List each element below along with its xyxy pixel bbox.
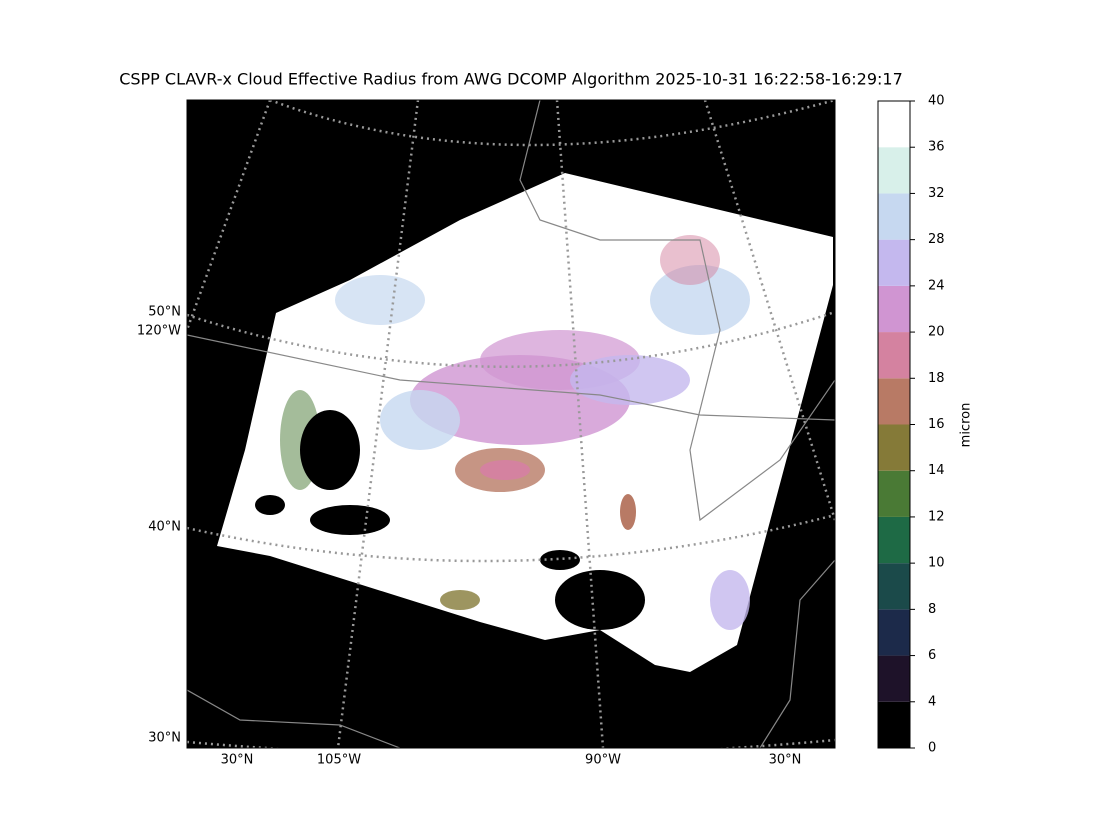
map-label: 40°N xyxy=(148,520,181,535)
colorbar-tick-label: 8 xyxy=(928,602,936,617)
title: CSPP CLAVR-x Cloud Effective Radius from… xyxy=(119,70,903,89)
colorbar-tick-label: 20 xyxy=(928,325,945,340)
map-label: 105°W xyxy=(317,753,361,768)
map xyxy=(187,100,835,748)
graticule xyxy=(187,100,835,748)
colorbar-segment xyxy=(878,424,910,471)
colorbar-segment xyxy=(878,285,910,333)
colorbar-segment xyxy=(878,655,910,702)
colorbar-segment xyxy=(878,563,910,610)
colorbar-tick-label: 36 xyxy=(928,140,945,155)
colorbar-segment xyxy=(878,378,910,425)
colorbar-segment xyxy=(878,470,910,517)
map-label: 90°W xyxy=(585,753,621,768)
coastlines xyxy=(187,100,835,748)
colorbar-tick-label: 10 xyxy=(928,556,945,571)
colorbar-tick-label: 32 xyxy=(928,186,945,201)
colorbar-tick-label: 16 xyxy=(928,417,945,432)
colorbar-tick-label: 12 xyxy=(928,509,945,524)
colorbar-segment xyxy=(878,332,910,379)
colorbar-segment xyxy=(878,701,910,748)
clear-sky xyxy=(255,410,645,630)
colorbar-label: micron xyxy=(959,403,974,448)
map-label: 30°N xyxy=(221,753,254,768)
colorbar-tick-label: 24 xyxy=(928,278,945,293)
colorbar-segment xyxy=(878,239,910,286)
colorbar: 0 4 6 8 10 12 14 16 18 20 24 28 32 36 40 xyxy=(877,94,945,756)
colorbar-segment xyxy=(878,147,910,194)
colorbar-segment xyxy=(878,101,910,148)
map-label: 120°W xyxy=(137,324,181,339)
colorbar-tick-label: 40 xyxy=(928,94,945,109)
colorbar-tick-label: 4 xyxy=(928,694,936,709)
colorbar-tick-label: 14 xyxy=(928,463,945,478)
map-label: 50°N xyxy=(148,305,181,320)
colorbar-tick-label: 6 xyxy=(928,648,936,663)
colorbar-tick-label: 18 xyxy=(928,371,945,386)
colorbar-segment xyxy=(878,609,910,656)
colorbar-segment xyxy=(878,516,910,564)
map-frame xyxy=(186,99,836,749)
map-label: 30°N xyxy=(148,731,181,746)
colorbar-segment xyxy=(878,193,910,240)
colorbar-tick-label: 28 xyxy=(928,232,945,247)
colorbar-tick-label: 0 xyxy=(928,741,936,756)
map-labels: 50°N 120°W 40°N 30°N 30°N 105°W 90°W 30°N xyxy=(137,305,802,768)
map-label: 30°N xyxy=(769,753,802,768)
